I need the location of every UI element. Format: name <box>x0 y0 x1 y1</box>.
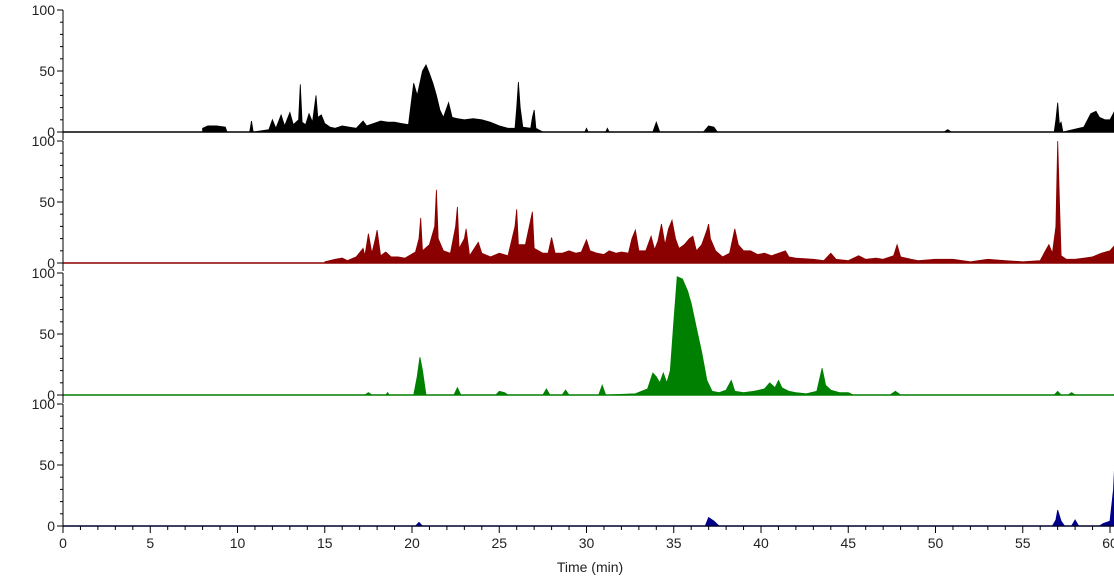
x-axis: 0 5 10 15 20 25 30 35 40 45 50 55 60 <box>59 525 1114 551</box>
y-tick-label-3-100: 100 <box>32 265 56 281</box>
y-tick-label-2-0: 0 <box>47 255 55 271</box>
y-tick-label-2-50: 50 <box>39 194 55 210</box>
panel-3: 0 50 100 <box>32 265 1114 403</box>
trace-area-1 <box>63 63 1114 133</box>
x-tick-label-40: 40 <box>753 535 769 551</box>
y-tick-label-2-100: 100 <box>32 133 56 149</box>
x-tick-label-10: 10 <box>230 535 246 551</box>
trace-area-2 <box>63 140 1114 264</box>
x-tick-label-50: 50 <box>928 535 944 551</box>
y-tick-label-3-50: 50 <box>39 326 55 342</box>
x-tick-label-45: 45 <box>840 535 856 551</box>
x-tick-label-5: 5 <box>146 535 154 551</box>
x-tick-label-60: 60 <box>1102 535 1114 551</box>
x-tick-label-20: 20 <box>404 535 420 551</box>
y-tick-label-4-50: 50 <box>39 457 55 473</box>
x-tick-label-30: 30 <box>579 535 595 551</box>
panel-1: 0 50 100 <box>32 2 1114 140</box>
x-tick-label-55: 55 <box>1015 535 1031 551</box>
x-tick-label-0: 0 <box>59 535 67 551</box>
panel-2: 0 50 100 <box>32 133 1114 271</box>
y-tick-label-1-100: 100 <box>32 2 56 18</box>
trace-area-3 <box>63 276 1114 396</box>
x-tick-label-15: 15 <box>317 535 333 551</box>
y-tick-label-4-0: 0 <box>47 518 55 534</box>
panel-4: 0 50 100 <box>32 396 1114 534</box>
x-axis-label: Time (min) <box>557 559 623 575</box>
y-tick-label-4-100: 100 <box>32 396 56 412</box>
y-tick-label-1-0: 0 <box>47 124 55 140</box>
x-tick-label-35: 35 <box>666 535 682 551</box>
y-tick-label-1-50: 50 <box>39 63 55 79</box>
trace-area-4 <box>63 470 1114 527</box>
x-tick-label-25: 25 <box>491 535 507 551</box>
y-tick-label-3-0: 0 <box>47 387 55 403</box>
